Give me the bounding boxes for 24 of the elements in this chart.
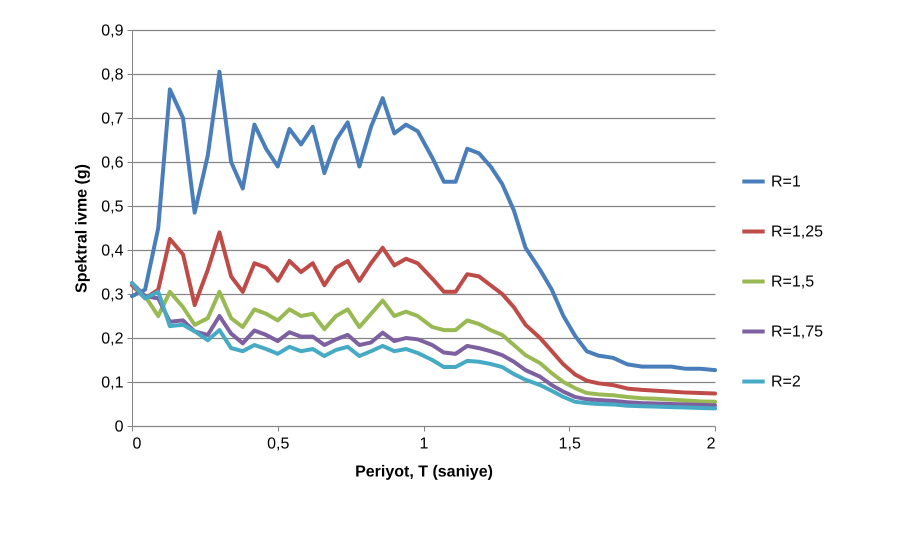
y-tick-label: 0,7 (101, 110, 124, 128)
x-axis-title: Periyot, T (saniye) (355, 464, 493, 480)
y-tick-label: 0,5 (101, 198, 124, 216)
y-tick-label: 0,9 (101, 22, 124, 40)
y-tick-label: 0,1 (101, 374, 124, 392)
legend-label: R=1,5 (771, 274, 814, 290)
line-series (130, 230, 717, 396)
x-tick-label: 1,5 (558, 436, 581, 452)
legend-label: R=2 (771, 374, 801, 390)
y-tick-label: 0,2 (101, 330, 124, 348)
x-tick-label: 2 (706, 436, 716, 452)
line-series (130, 70, 717, 372)
x-tick-label: 0,5 (267, 436, 290, 452)
y-tick-label: 0,3 (101, 286, 124, 304)
x-tick-label: 1 (420, 436, 429, 452)
legend-label: R=1,25 (771, 224, 824, 240)
legend-label: R=1,75 (771, 324, 824, 340)
y-tick-label: 0,4 (101, 242, 124, 260)
y-tick-label: 0,8 (101, 66, 124, 84)
legend-label: R=1 (771, 174, 801, 190)
y-tick-label: 0,6 (101, 154, 124, 172)
y-tick-label: 0 (114, 418, 124, 436)
x-tick-label: 0 (132, 436, 142, 452)
y-axis-title: Spektral ivme (g) (73, 164, 90, 293)
